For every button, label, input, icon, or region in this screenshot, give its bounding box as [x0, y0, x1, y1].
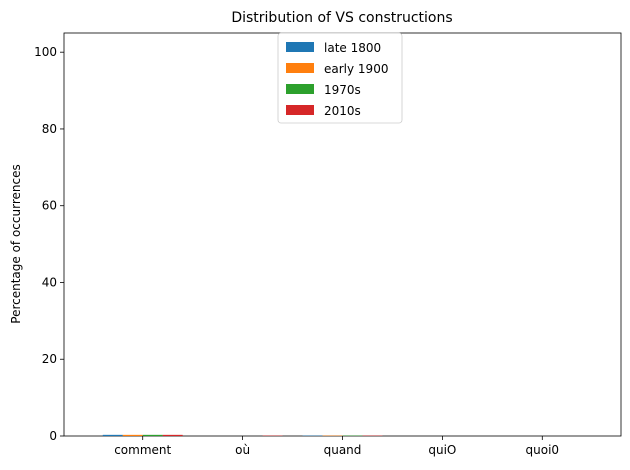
- y-tick-label: 40: [42, 275, 57, 289]
- y-axis-label: Percentage of occurrences: [9, 164, 23, 323]
- bars-group: [102, 434, 383, 436]
- bar: [162, 434, 183, 436]
- x-tick-label: quand: [324, 443, 362, 457]
- legend-label: early 1900: [324, 62, 388, 76]
- x-tick-label: comment: [114, 443, 171, 457]
- x-tick-label: quoi0: [526, 443, 560, 457]
- legend-label: 2010s: [324, 104, 361, 118]
- x-axis: comment où quand quiO quoi0: [114, 436, 559, 457]
- legend-swatch: [286, 105, 314, 115]
- bar: [102, 434, 123, 436]
- legend-swatch: [286, 63, 314, 73]
- legend-swatch: [286, 42, 314, 52]
- y-tick-label: 60: [42, 199, 57, 213]
- legend-label: 1970s: [324, 83, 361, 97]
- legend: late 1800 early 1900 1970s 2010s: [277, 32, 403, 124]
- legend-box: [277, 32, 403, 124]
- y-tick-label: 100: [34, 45, 57, 59]
- y-tick-label: 20: [42, 352, 57, 366]
- bar: [142, 434, 163, 436]
- y-tick-label: 0: [49, 429, 57, 443]
- x-tick-label: où: [235, 443, 250, 457]
- bar: [122, 434, 143, 436]
- legend-swatch: [286, 84, 314, 94]
- y-axis: 0 20 40 60 80 100: [34, 45, 64, 443]
- y-tick-label: 80: [42, 122, 57, 136]
- legend-label: late 1800: [324, 41, 381, 55]
- x-tick-label: quiO: [428, 443, 456, 457]
- chart-title: Distribution of VS constructions: [231, 10, 452, 26]
